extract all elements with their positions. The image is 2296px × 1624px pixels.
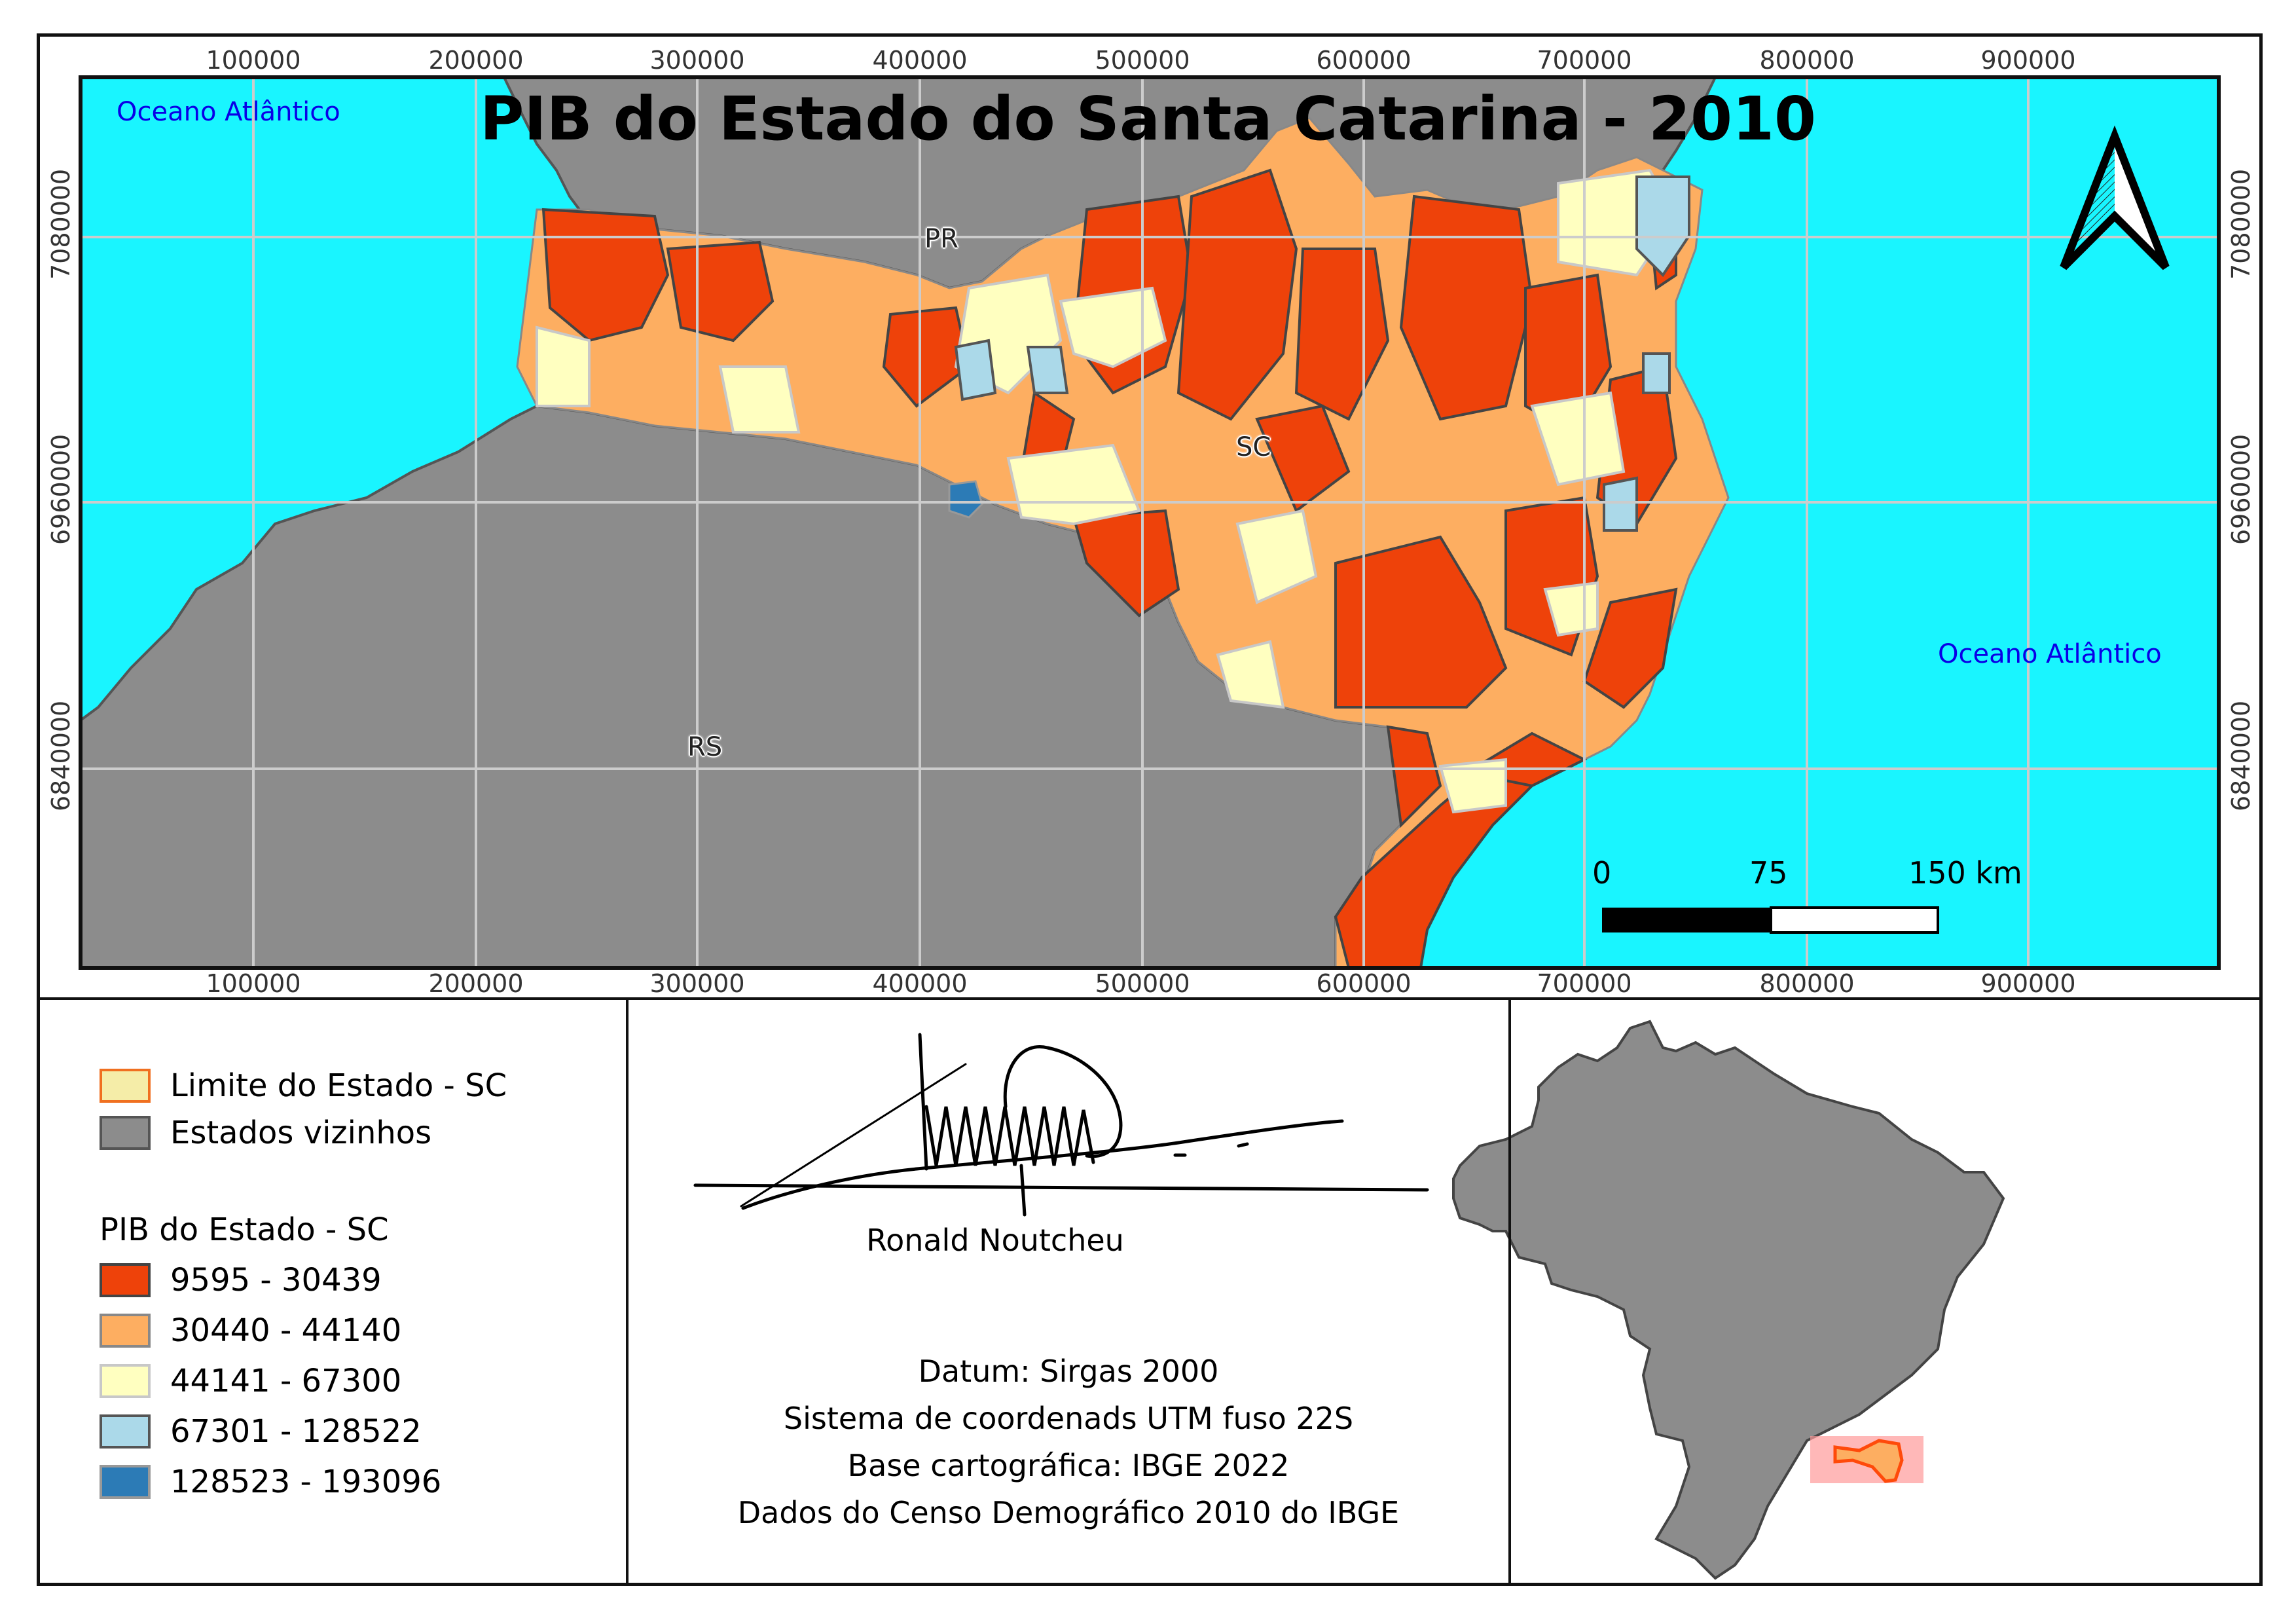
x-tick-top: 700000 [1537,46,1632,75]
north-arrow-icon [2060,125,2170,270]
pib-class-5-municipality [948,480,983,519]
x-tick-bottom: 700000 [1537,969,1632,998]
brazil-shape [1452,1020,2005,1580]
credit-line-base: Base cartográfica: IBGE 2022 [847,1448,1290,1483]
author-name: Ronald Noutcheu [866,1223,1124,1258]
x-tick-bottom: 900000 [1980,969,2076,998]
scale-label-0: 0 [1592,855,1612,891]
legend-item-neighbor-states: Estados vizinhos [100,1109,507,1156]
legend-swatch [100,1069,151,1103]
legend-swatch [100,1263,151,1297]
credits-block: Datum: Sirgas 2000 Sistema de coordenads… [629,1348,1508,1536]
locator-divider [1508,999,1511,1586]
pib-class-4-municipalities [954,175,1690,532]
legend: Limite do Estado - SC Estados vizinhos P… [100,1062,507,1507]
x-tick-top: 500000 [1095,46,1190,75]
legend-class-4: 67301 - 128522 [100,1406,507,1456]
legend-label: Estados vizinhos [170,1115,432,1151]
x-tick-bottom: 300000 [649,969,745,998]
ocean-label-right: Oceano Atlântico [1938,639,2162,669]
scale-label-75: 75 [1749,855,1788,891]
legend-swatch [100,1414,151,1449]
ocean-label-left: Oceano Atlântico [117,97,340,127]
y-tick-right: 7080000 [2227,168,2255,280]
legend-swatch [100,1116,151,1150]
y-tick-left: 7080000 [46,168,75,280]
map-title: PIB do Estado do Santa Catarina - 2010 [479,84,1817,154]
scale-bar [1602,906,1939,934]
x-tick-top: 900000 [1980,46,2076,75]
scale-label-150: 150 km [1908,855,2022,891]
y-tick-left: 6840000 [46,700,75,811]
legend-class-3: 44141 - 67300 [100,1356,507,1406]
legend-label: 67301 - 128522 [170,1412,422,1450]
state-label-rs: RS [687,732,723,762]
credit-line-datum: Datum: Sirgas 2000 [918,1354,1219,1389]
legend-divider [626,999,629,1586]
legend-label: 128523 - 193096 [170,1463,442,1500]
locator-sc-outline [1833,1439,1904,1483]
y-tick-right: 6840000 [2227,700,2255,811]
x-tick-top: 800000 [1759,46,1855,75]
credit-line-data-source: Dados do Censo Demográfico 2010 do IBGE [737,1495,1400,1530]
map-frame [79,75,2221,970]
signature [693,1033,1429,1217]
legend-pib-title: PIB do Estado - SC [100,1211,389,1248]
credit-line-coord-system: Sistema de coordenads UTM fuso 22S [783,1401,1354,1436]
x-tick-bottom: 400000 [872,969,968,998]
x-tick-bottom: 600000 [1316,969,1412,998]
legend-class-2: 30440 - 44140 [100,1305,507,1356]
map-grid [81,77,2219,968]
map-bottom-separator [37,997,2263,1000]
locator-map [1452,1020,2005,1580]
y-tick-right: 6960000 [2227,434,2255,545]
legend-swatch [100,1464,151,1499]
x-tick-top: 400000 [872,46,968,75]
main-map [81,77,2219,968]
x-tick-top: 300000 [649,46,745,75]
legend-label: Limite do Estado - SC [170,1067,507,1104]
page-frame [37,33,2263,1586]
legend-class-5: 128523 - 193096 [100,1456,507,1507]
legend-label: 9595 - 30439 [170,1261,382,1299]
x-tick-top: 600000 [1316,46,1412,75]
legend-class-1: 9595 - 30439 [100,1255,507,1305]
legend-swatch [100,1313,151,1348]
x-tick-bottom: 800000 [1759,969,1855,998]
x-tick-bottom: 100000 [206,969,301,998]
legend-swatch [100,1363,151,1398]
legend-item-sc-limit: Limite do Estado - SC [100,1062,507,1109]
x-tick-bottom: 500000 [1095,969,1190,998]
x-tick-bottom: 200000 [428,969,524,998]
x-tick-top: 100000 [206,46,301,75]
y-tick-left: 6960000 [46,434,75,545]
legend-label: 30440 - 44140 [170,1312,402,1349]
state-label-sc: SC [1236,432,1271,462]
x-tick-top: 200000 [428,46,524,75]
legend-label: 44141 - 67300 [170,1362,402,1399]
state-label-pr: PR [924,224,958,254]
